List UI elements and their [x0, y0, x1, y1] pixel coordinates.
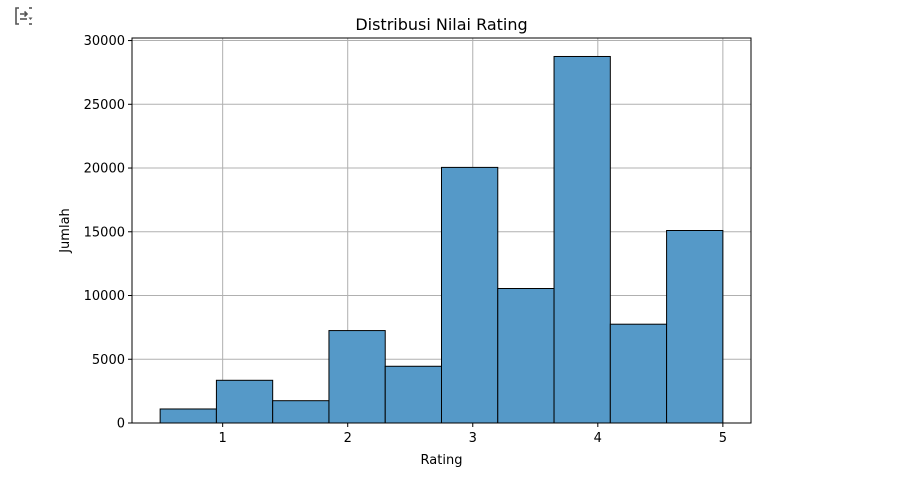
- y-tick-label: 30000: [84, 34, 125, 49]
- histogram-bar: [215, 379, 274, 424]
- histogram-bar: [384, 365, 442, 424]
- histogram-bar: [441, 166, 499, 424]
- x-tick-label: 5: [719, 431, 727, 446]
- y-tick-label: 20000: [84, 162, 125, 177]
- chart-title: Distribusi Nilai Rating: [355, 15, 527, 34]
- histogram-bar: [497, 288, 555, 424]
- x-tick-label: 3: [469, 431, 477, 446]
- x-tick-label: 4: [594, 431, 602, 446]
- y-tick-label: 25000: [84, 98, 125, 113]
- x-tick-label: 2: [344, 431, 352, 446]
- plot-frame: [131, 37, 752, 424]
- bars: [159, 55, 724, 424]
- x-tick-label: 1: [219, 431, 227, 446]
- y-axis-label: Jumlah: [58, 208, 73, 254]
- y-tick-label: 15000: [84, 225, 125, 240]
- histogram-bar: [609, 323, 668, 424]
- histogram-bar: [328, 330, 386, 424]
- histogram-bar: [159, 408, 217, 424]
- histogram-bar: [553, 55, 611, 424]
- x-axis-label: Rating: [421, 453, 463, 468]
- y-tick-label: 5000: [92, 353, 125, 368]
- y-axis-ticks: 0 5000 10000 15000 20000 25000 30000: [84, 34, 132, 432]
- histogram-bar: [272, 400, 330, 424]
- output-toggle-icon[interactable]: [12, 4, 36, 28]
- y-tick-label: 10000: [84, 289, 125, 304]
- x-axis-ticks: 1 2 3 4 5: [219, 423, 727, 446]
- y-tick-label: 0: [117, 417, 125, 432]
- histogram-bar: [666, 230, 724, 424]
